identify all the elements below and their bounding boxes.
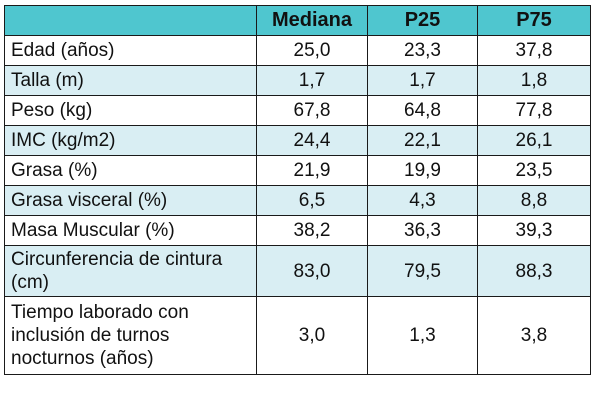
cell-p75: 3,8 [477, 296, 591, 375]
row-label: IMC (kg/m2) [4, 125, 257, 156]
row-label: Masa Muscular (%) [4, 215, 257, 246]
cell-mediana: 3,0 [256, 296, 368, 375]
row-label: Edad (años) [4, 35, 257, 66]
cell-mediana: 83,0 [256, 245, 368, 297]
cell-p25: 4,3 [367, 185, 478, 216]
header-cell-variable [4, 5, 257, 36]
table-row: Tiempo laborado con inclusión de turnos … [4, 296, 591, 375]
cell-p25: 64,8 [367, 95, 478, 126]
row-label: Peso (kg) [4, 95, 257, 126]
cell-mediana: 24,4 [256, 125, 368, 156]
cell-p25: 23,3 [367, 35, 478, 66]
table-row: Grasa (%) 21,9 19,9 23,5 [4, 155, 591, 186]
statistics-table-container: Mediana P25 P75 Edad (años) 25,0 23,3 37… [4, 5, 591, 375]
table-row: Masa Muscular (%) 38,2 36,3 39,3 [4, 215, 591, 246]
cell-p75: 23,5 [477, 155, 591, 186]
cell-p25: 22,1 [367, 125, 478, 156]
cell-p25: 1,3 [367, 296, 478, 375]
row-label: Talla (m) [4, 65, 257, 96]
cell-mediana: 67,8 [256, 95, 368, 126]
cell-p25: 79,5 [367, 245, 478, 297]
cell-p25: 1,7 [367, 65, 478, 96]
cell-mediana: 1,7 [256, 65, 368, 96]
cell-mediana: 25,0 [256, 35, 368, 66]
cell-p75: 77,8 [477, 95, 591, 126]
cell-p25: 36,3 [367, 215, 478, 246]
table-row: Grasa visceral (%) 6,5 4,3 8,8 [4, 185, 591, 216]
cell-p75: 88,3 [477, 245, 591, 297]
row-label: Grasa visceral (%) [4, 185, 257, 216]
cell-p25: 19,9 [367, 155, 478, 186]
table-row: Peso (kg) 67,8 64,8 77,8 [4, 95, 591, 126]
header-row: Mediana P25 P75 [4, 5, 591, 36]
header-cell-p25: P25 [367, 5, 478, 36]
cell-p75: 8,8 [477, 185, 591, 216]
table-row: IMC (kg/m2) 24,4 22,1 26,1 [4, 125, 591, 156]
row-label: Tiempo laborado con inclusión de turnos … [4, 296, 257, 375]
cell-p75: 1,8 [477, 65, 591, 96]
table-row: Edad (años) 25,0 23,3 37,8 [4, 35, 591, 66]
cell-mediana: 6,5 [256, 185, 368, 216]
statistics-table: Mediana P25 P75 Edad (años) 25,0 23,3 37… [4, 5, 591, 375]
row-label: Grasa (%) [4, 155, 257, 186]
header-cell-mediana: Mediana [256, 5, 368, 36]
cell-p75: 39,3 [477, 215, 591, 246]
cell-p75: 37,8 [477, 35, 591, 66]
row-label: Circunferencia de cintura (cm) [4, 245, 257, 297]
cell-p75: 26,1 [477, 125, 591, 156]
header-cell-p75: P75 [477, 5, 591, 36]
table-row: Talla (m) 1,7 1,7 1,8 [4, 65, 591, 96]
cell-mediana: 38,2 [256, 215, 368, 246]
table-row: Circunferencia de cintura (cm) 83,0 79,5… [4, 245, 591, 297]
cell-mediana: 21,9 [256, 155, 368, 186]
